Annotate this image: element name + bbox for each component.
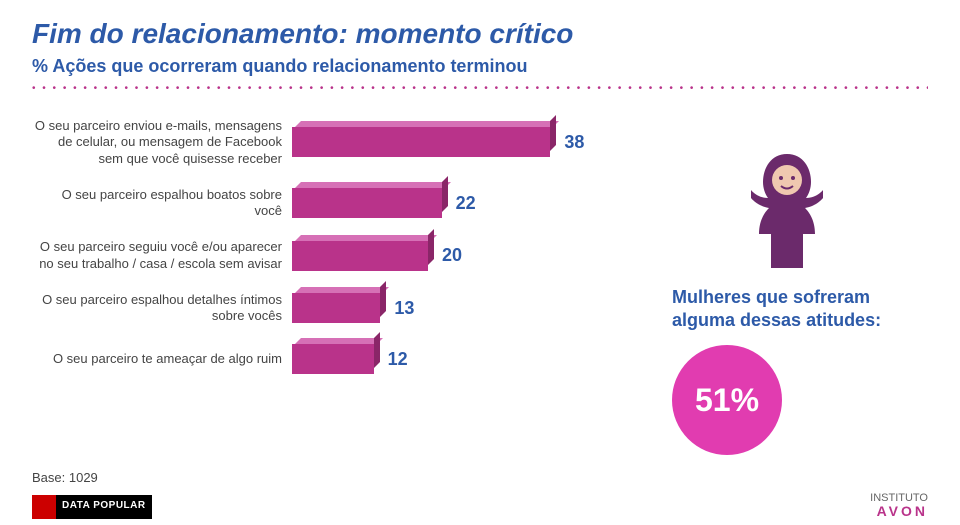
chart-bar bbox=[292, 344, 374, 374]
side-text: Mulheres que sofreram alguma dessas atit… bbox=[672, 286, 902, 331]
chart-bar bbox=[292, 293, 380, 323]
chart-bar bbox=[292, 127, 550, 157]
chart-bar-value: 12 bbox=[388, 349, 408, 370]
page-title: Fim do relacionamento: momento crítico bbox=[32, 18, 928, 50]
bar-chart: O seu parceiro enviou e-mails, mensagens… bbox=[32, 118, 642, 455]
stat-circle: 51% bbox=[672, 345, 782, 455]
side-panel: Mulheres que sofreram alguma dessas atit… bbox=[642, 118, 902, 455]
chart-bar-value: 20 bbox=[442, 245, 462, 266]
footer-logos: DATA POPULAR INSTITUTO AVON bbox=[32, 491, 928, 519]
chart-bar-value: 38 bbox=[564, 132, 584, 153]
chart-row-label: O seu parceiro espalhou detalhes íntimos… bbox=[32, 292, 292, 325]
logo-right-bottom: AVON bbox=[877, 503, 928, 519]
chart-row: O seu parceiro enviou e-mails, mensagens… bbox=[32, 118, 642, 167]
chart-row: O seu parceiro seguiu você e/ou aparecer… bbox=[32, 239, 642, 272]
chart-row: O seu parceiro espalhou detalhes íntimos… bbox=[32, 292, 642, 325]
page-subtitle: % Ações que ocorreram quando relacioname… bbox=[32, 56, 928, 77]
chart-bar bbox=[292, 241, 428, 271]
chart-row: O seu parceiro espalhou boatos sobre voc… bbox=[32, 187, 642, 220]
chart-row-label: O seu parceiro te ameaçar de algo ruim bbox=[32, 351, 292, 367]
chart-bar-value: 22 bbox=[456, 193, 476, 214]
chart-row-label: O seu parceiro enviou e-mails, mensagens… bbox=[32, 118, 292, 167]
chart-bar bbox=[292, 188, 442, 218]
logo-instituto-avon: INSTITUTO AVON bbox=[870, 492, 928, 519]
logo-data-popular: DATA POPULAR bbox=[32, 495, 152, 519]
base-text: Base: 1029 bbox=[32, 470, 98, 485]
chart-row-label: O seu parceiro seguiu você e/ou aparecer… bbox=[32, 239, 292, 272]
chart-row-label: O seu parceiro espalhou boatos sobre voc… bbox=[32, 187, 292, 220]
chart-row: O seu parceiro te ameaçar de algo ruim 12 bbox=[32, 344, 642, 374]
stat-circle-value: 51% bbox=[695, 382, 759, 419]
logo-left-text: DATA POPULAR bbox=[62, 500, 146, 511]
divider-dots: • • • • • • • • • • • • • • • • • • • • … bbox=[32, 83, 928, 94]
chart-bar-value: 13 bbox=[394, 298, 414, 319]
woman-icon bbox=[737, 148, 837, 268]
